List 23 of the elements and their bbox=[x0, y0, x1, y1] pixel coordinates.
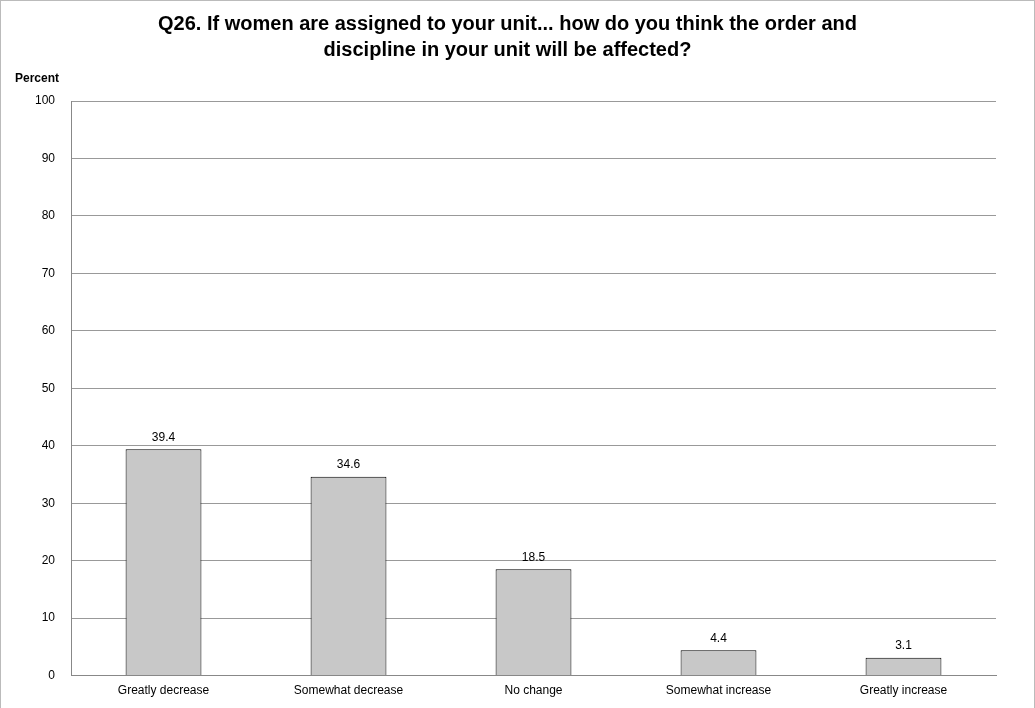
y-tick-label: 70 bbox=[41, 265, 56, 280]
x-tick-label: Somewhat increase bbox=[665, 683, 772, 698]
y-tick-label: 10 bbox=[41, 610, 56, 625]
data-label: 4.4 bbox=[710, 630, 728, 645]
y-tick-label: 80 bbox=[41, 208, 56, 223]
y-tick-label: 50 bbox=[41, 380, 56, 395]
y-tick-label: 20 bbox=[41, 552, 56, 567]
data-label: 18.5 bbox=[521, 549, 546, 564]
y-tick-label: 30 bbox=[41, 495, 56, 510]
data-label: 3.1 bbox=[895, 638, 913, 653]
y-tick-label: 60 bbox=[41, 323, 56, 338]
data-label: 39.4 bbox=[151, 429, 176, 444]
data-label: 34.6 bbox=[336, 457, 361, 472]
x-tick-label: Greatly decrease bbox=[117, 683, 210, 698]
y-axis-title: Percent bbox=[15, 71, 60, 86]
y-tick-label: 0 bbox=[48, 667, 56, 682]
chart-title: Q26. If women are assigned to your unit... how do you think the order and discipline in your unit will be affected? bbox=[158, 11, 857, 60]
y-tick-label: 40 bbox=[41, 438, 56, 453]
y-tick-label: 100 bbox=[34, 93, 56, 108]
x-tick-label: No change bbox=[504, 683, 563, 698]
x-tick-label: Greatly increase bbox=[859, 683, 948, 698]
x-tick-label: Somewhat decrease bbox=[293, 683, 404, 698]
y-tick-label: 90 bbox=[41, 150, 56, 165]
